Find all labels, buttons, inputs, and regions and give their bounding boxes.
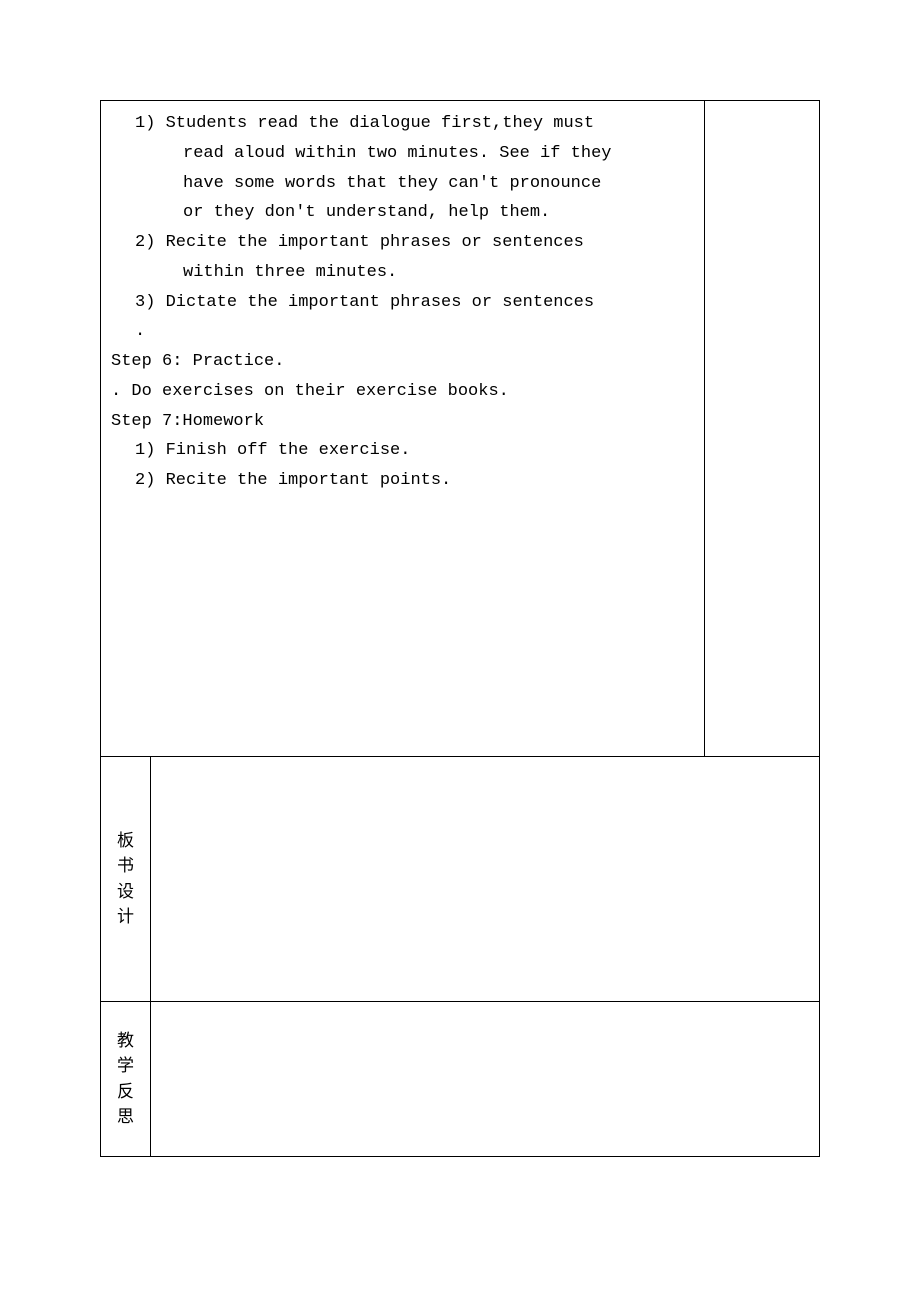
label-reflection: 教 学 反 思 [101,1001,151,1156]
label-char: 板 [101,828,150,854]
label-char: 书 [101,853,150,879]
step-body: . Do exercises on their exercise books. [111,377,694,407]
vertical-label: 教 学 反 思 [101,1028,150,1130]
label-char: 反 [101,1079,150,1105]
list-item: 1) Students read the dialogue first,they… [111,109,694,139]
label-char: 教 [101,1028,150,1054]
list-item: 1) Finish off the exercise. [111,436,694,466]
list-item-dot: . [111,317,694,347]
lesson-plan-table: 1) Students read the dialogue first,they… [100,100,820,1157]
label-board-design: 板 书 设 计 [101,756,151,1001]
label-char: 设 [101,879,150,905]
list-item: 2) Recite the important phrases or sente… [111,228,694,258]
step-heading: Step 7:Homework [111,407,694,437]
list-item-cont: have some words that they can't pronounc… [111,169,694,199]
side-cell-top [705,101,820,757]
label-char: 学 [101,1053,150,1079]
list-item-cont: or they don't understand, help them. [111,198,694,228]
list-item: 3) Dictate the important phrases or sent… [111,288,694,318]
label-char: 计 [101,904,150,930]
vertical-label: 板 书 设 计 [101,828,150,930]
reflection-content [151,1001,820,1156]
spacer [111,496,694,746]
board-design-content [151,756,820,1001]
step-heading: Step 6: Practice. [111,347,694,377]
row-board-design: 板 书 设 计 [101,756,820,1001]
page: 1) Students read the dialogue first,they… [0,0,920,1217]
row-content: 1) Students read the dialogue first,they… [101,101,820,757]
main-content-cell: 1) Students read the dialogue first,they… [101,101,705,757]
label-char: 思 [101,1104,150,1130]
list-item: 2) Recite the important points. [111,466,694,496]
row-reflection: 教 学 反 思 [101,1001,820,1156]
list-item-cont: read aloud within two minutes. See if th… [111,139,694,169]
list-item-cont: within three minutes. [111,258,694,288]
